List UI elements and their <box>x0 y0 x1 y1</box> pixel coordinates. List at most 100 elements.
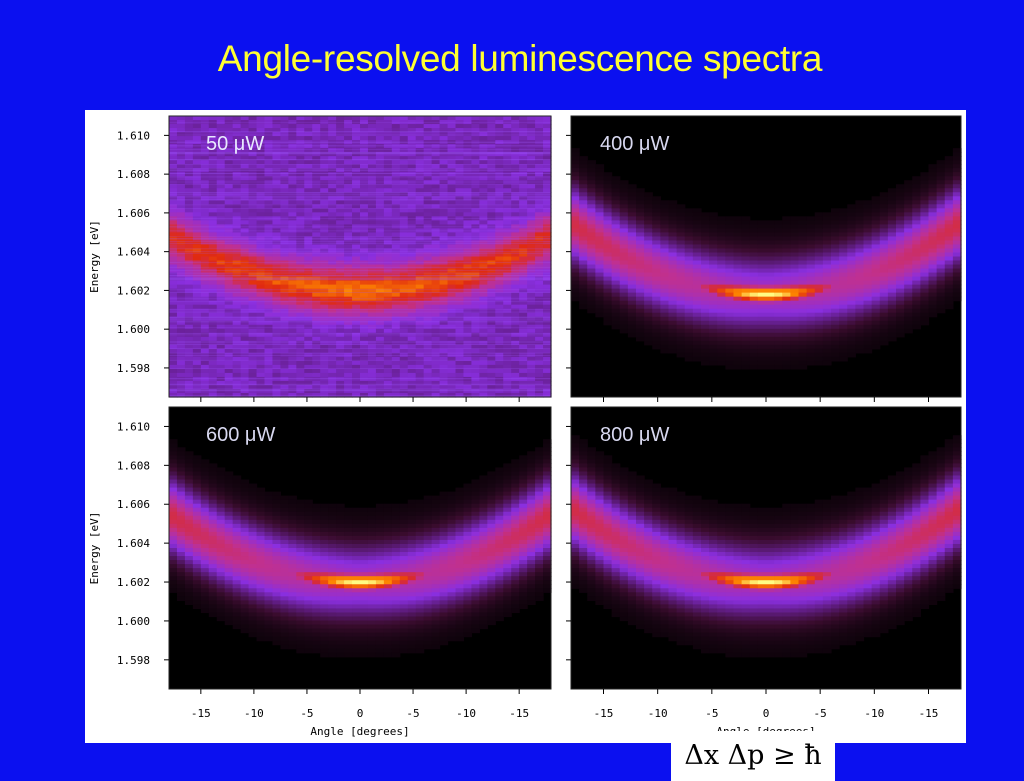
heatmap-cell <box>644 261 653 266</box>
heatmap-cell <box>782 293 791 298</box>
heatmap-cell <box>652 321 661 326</box>
heatmap-cell <box>888 248 897 253</box>
heatmap-cell <box>209 293 218 298</box>
heatmap-cell <box>750 269 759 274</box>
heatmap-cell <box>628 301 637 306</box>
heatmap-cell <box>612 224 621 229</box>
heatmap-cell <box>774 305 783 310</box>
heatmap-cell <box>400 172 409 177</box>
heatmap-cell <box>495 369 504 374</box>
heatmap-cell <box>257 208 266 213</box>
heatmap-cell <box>376 120 385 125</box>
heatmap-cell <box>636 248 645 253</box>
heatmap-cell <box>384 285 393 290</box>
heatmap-cell <box>742 252 751 257</box>
heatmap-cell <box>384 144 393 149</box>
heatmap-cell <box>660 257 669 262</box>
heatmap-cell <box>628 309 637 314</box>
heatmap-cell <box>487 212 496 217</box>
heatmap-cell <box>815 329 824 334</box>
heatmap-cell <box>471 244 480 249</box>
heatmap-cell <box>847 313 856 318</box>
heatmap-cell <box>734 220 743 225</box>
heatmap-cell <box>823 248 832 253</box>
heatmap-cell <box>408 172 417 177</box>
heatmap-cell <box>487 369 496 374</box>
heatmap-cell <box>660 200 669 205</box>
heatmap-cell <box>823 357 832 362</box>
heatmap-cell <box>693 353 702 358</box>
heatmap-cell <box>831 313 840 318</box>
heatmap-cell <box>448 325 457 330</box>
heatmap-cell <box>701 244 710 249</box>
heatmap-cell <box>717 240 726 245</box>
heatmap-cell <box>456 269 465 274</box>
heatmap-cell <box>717 345 726 350</box>
heatmap-cell <box>888 257 897 262</box>
heatmap-cell <box>839 329 848 334</box>
heatmap-cell <box>709 361 718 366</box>
heatmap-cell <box>701 301 710 306</box>
heatmap-cell <box>587 281 596 286</box>
heatmap-cell <box>392 361 401 366</box>
heatmap-cell <box>734 329 743 334</box>
heatmap-cell <box>766 228 775 233</box>
heatmap-cell <box>209 377 218 382</box>
heatmap-cell <box>408 144 417 149</box>
heatmap-cell <box>742 305 751 310</box>
heatmap-cell <box>479 257 488 262</box>
heatmap-cell <box>336 305 345 310</box>
heatmap-cell <box>587 216 596 221</box>
heatmap-cell <box>440 281 449 286</box>
heatmap-cell <box>604 228 613 233</box>
heatmap-cell <box>479 220 488 225</box>
heatmap-cell <box>225 208 234 213</box>
heatmap-cell <box>717 305 726 310</box>
heatmap-cell <box>456 281 465 286</box>
heatmap-cell <box>604 261 613 266</box>
heatmap-cell <box>750 317 759 322</box>
heatmap-cell <box>185 293 194 298</box>
heatmap-cell <box>233 172 242 177</box>
heatmap-cell <box>839 248 848 253</box>
heatmap-cell <box>432 269 441 274</box>
heatmap-cell <box>304 325 313 330</box>
heatmap-cell <box>177 212 186 217</box>
heatmap-cell <box>288 357 297 362</box>
heatmap-cell <box>448 200 457 205</box>
heatmap-cell <box>839 349 848 354</box>
heatmap-cell <box>527 172 536 177</box>
heatmap-cell <box>620 293 629 298</box>
heatmap-cell <box>628 228 637 233</box>
heatmap-cell <box>815 228 824 233</box>
heatmap-cell <box>320 337 329 342</box>
heatmap-cell <box>864 236 873 241</box>
heatmap-cell <box>463 212 472 217</box>
heatmap-cell <box>579 244 588 249</box>
power-label: 50 μW <box>206 133 264 155</box>
heatmap-cell <box>511 220 520 225</box>
heatmap-cell <box>872 248 881 253</box>
heatmap-cell <box>519 244 528 249</box>
heatmap-cell <box>750 248 759 253</box>
heatmap-cell <box>376 373 385 378</box>
heatmap-cell <box>888 297 897 302</box>
heatmap-cell <box>543 305 552 310</box>
heatmap-cell <box>677 353 686 358</box>
heatmap-cell <box>201 357 210 362</box>
heatmap-cell <box>872 212 881 217</box>
heatmap-cell <box>400 329 409 334</box>
heatmap-cell <box>604 212 613 217</box>
heatmap-cell <box>320 305 329 310</box>
heatmap-cell <box>272 172 281 177</box>
heatmap-cell <box>864 228 873 233</box>
heatmap-cell <box>799 297 808 302</box>
heatmap-cell <box>620 317 629 322</box>
heatmap-cell <box>880 329 889 334</box>
heatmap-cell <box>579 261 588 266</box>
heatmap-cell <box>717 273 726 278</box>
heatmap-cell <box>766 265 775 270</box>
heatmap-cell <box>352 244 361 249</box>
heatmap-cell <box>766 337 775 342</box>
heatmap-cell <box>296 337 305 342</box>
